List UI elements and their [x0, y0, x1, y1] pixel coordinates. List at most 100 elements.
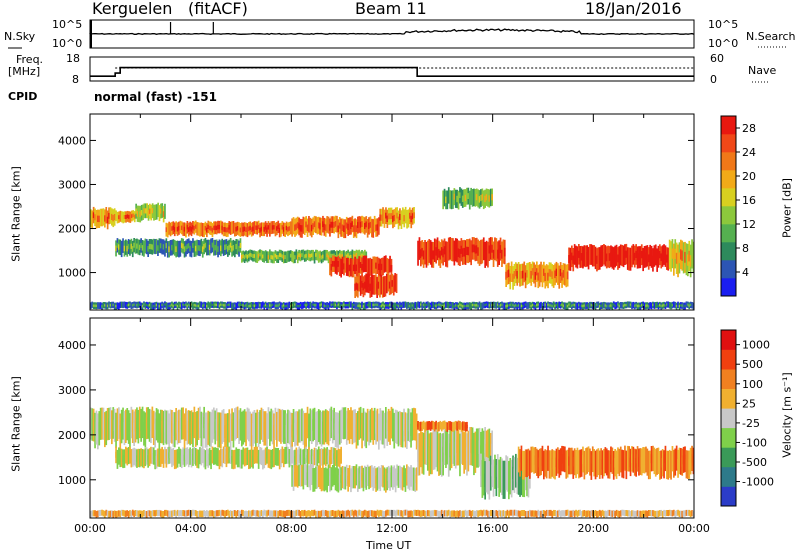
heatmap-cell: [596, 303, 598, 306]
heatmap-cell: [517, 458, 520, 495]
heatmap-cell: [548, 304, 551, 307]
heatmap-cell: [295, 301, 298, 309]
heatmap-cell: [424, 302, 426, 310]
heatmap-cell: [327, 255, 330, 260]
heatmap-cell: [324, 304, 327, 308]
heatmap-cell: [118, 244, 120, 250]
heatmap-cell: [288, 301, 291, 308]
heatmap-cell: [127, 303, 130, 306]
heatmap-cell: [446, 241, 449, 268]
heatmap-cell: [440, 422, 443, 432]
heatmap-cell: [450, 302, 453, 309]
heatmap-cell: [652, 255, 654, 264]
heatmap-cell: [316, 473, 319, 482]
heatmap-cell: [431, 423, 433, 427]
heatmap-cell: [248, 253, 250, 258]
heatmap-cell: [372, 475, 375, 484]
heatmap-cell: [420, 424, 422, 428]
heatmap-cell: [238, 454, 240, 462]
heatmap-cell: [173, 450, 176, 470]
heatmap-cell: [440, 511, 443, 514]
heatmap-cell: [350, 254, 352, 259]
heatmap-cell: [591, 454, 594, 464]
heatmap-cell: [480, 445, 482, 460]
heatmap-cell: [140, 454, 142, 461]
heatmap-cell: [109, 304, 112, 307]
heatmap-cell: [603, 244, 605, 265]
heatmap-cell: [394, 409, 397, 444]
heatmap-cell: [685, 243, 688, 276]
station-name: Kerguelen: [92, 0, 173, 18]
heatmap-cell: [345, 263, 348, 270]
heatmap-cell: [397, 473, 400, 481]
heatmap-cell: [158, 413, 161, 450]
heatmap-cell: [488, 428, 491, 468]
heatmap-cell: [239, 227, 242, 233]
heatmap-cell: [481, 428, 484, 468]
heatmap-cell: [663, 250, 665, 259]
heatmap-cell: [135, 208, 137, 214]
heatmap-cell: [684, 512, 686, 515]
heatmap-cell: [190, 449, 193, 468]
heatmap-cell: [310, 302, 313, 310]
heatmap-cell: [228, 244, 231, 251]
heatmap-cell: [687, 509, 689, 516]
heatmap-cell: [169, 452, 172, 459]
heatmap-cell: [452, 238, 454, 262]
heatmap-cell: [352, 409, 355, 444]
heatmap-cell: [208, 453, 211, 460]
heatmap-cell: [502, 302, 505, 310]
heatmap-cell: [510, 261, 513, 282]
heatmap-cell: [425, 303, 428, 306]
heatmap-cell: [217, 224, 219, 230]
heatmap-cell: [473, 432, 475, 476]
heatmap-cell: [192, 225, 194, 230]
heatmap-cell: [548, 269, 551, 277]
heatmap-cell: [624, 304, 626, 307]
heatmap-cell: [324, 224, 327, 231]
heatmap-cell: [633, 510, 636, 518]
heatmap-cell: [305, 221, 307, 228]
heatmap-cell: [350, 264, 352, 271]
heatmap-cell: [136, 510, 138, 517]
heatmap-cell: [118, 447, 120, 465]
heatmap-cell: [185, 408, 187, 441]
heatmap-cell: [456, 195, 458, 203]
heatmap-cell: [277, 419, 280, 431]
heatmap-cell: [354, 283, 356, 291]
heatmap-cell: [600, 510, 602, 518]
heatmap-cell: [678, 510, 681, 517]
heatmap-cell: [673, 301, 675, 308]
heatmap-cell: [515, 304, 517, 307]
heatmap-cell: [292, 456, 295, 464]
heatmap-cell: [622, 511, 625, 514]
heatmap-cell: [418, 433, 421, 476]
heatmap-cell: [308, 425, 310, 438]
heatmap-cell: [649, 510, 651, 516]
heatmap-cell: [652, 303, 654, 306]
heatmap-cell: [421, 247, 424, 257]
heatmap-cell: [459, 433, 461, 477]
heatmap-cell: [358, 418, 361, 430]
heatmap-cell: [565, 302, 568, 310]
heatmap-cell: [340, 513, 342, 516]
heatmap-cell: [411, 304, 414, 307]
heatmap-cell: [123, 215, 126, 219]
heatmap-cell: [373, 473, 376, 481]
heatmap-cell: [531, 446, 534, 473]
heatmap-cell: [364, 511, 366, 514]
heatmap-cell: [443, 423, 446, 427]
heatmap-cell: [183, 454, 186, 462]
heatmap-cell: [386, 274, 388, 294]
heatmap-cell: [276, 304, 278, 307]
heatmap-cell: [260, 512, 263, 515]
heatmap-cell: [190, 512, 193, 515]
heatmap-cell: [140, 302, 142, 310]
heatmap-cell: [97, 215, 99, 222]
heatmap-cell: [601, 459, 604, 470]
heatmap-cell: [305, 304, 307, 307]
nsky-label: N.Sky: [4, 30, 36, 43]
heatmap-cell: [610, 454, 612, 464]
heatmap-cell: [267, 225, 270, 230]
ytick-label: 1000: [58, 267, 86, 280]
